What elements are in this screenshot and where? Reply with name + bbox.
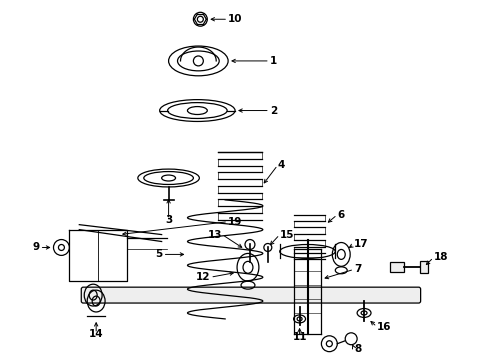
Text: 1: 1 [270,56,277,66]
Text: 6: 6 [337,210,344,220]
Text: 8: 8 [354,344,362,354]
Text: 15: 15 [280,230,294,239]
Text: 3: 3 [165,215,172,225]
Text: 9: 9 [32,243,40,252]
FancyBboxPatch shape [390,262,404,272]
FancyBboxPatch shape [419,261,428,273]
Text: 7: 7 [354,264,362,274]
Text: 12: 12 [196,272,210,282]
Text: 18: 18 [434,252,448,262]
FancyBboxPatch shape [81,287,420,303]
Text: 5: 5 [155,249,163,260]
Text: 4: 4 [278,160,285,170]
Text: 11: 11 [293,332,307,342]
Text: 14: 14 [89,329,103,339]
Text: 17: 17 [354,239,369,249]
Text: 13: 13 [208,230,222,239]
Text: 19: 19 [228,217,243,227]
Text: 2: 2 [270,105,277,116]
Text: 10: 10 [228,14,243,24]
Text: 16: 16 [377,322,392,332]
